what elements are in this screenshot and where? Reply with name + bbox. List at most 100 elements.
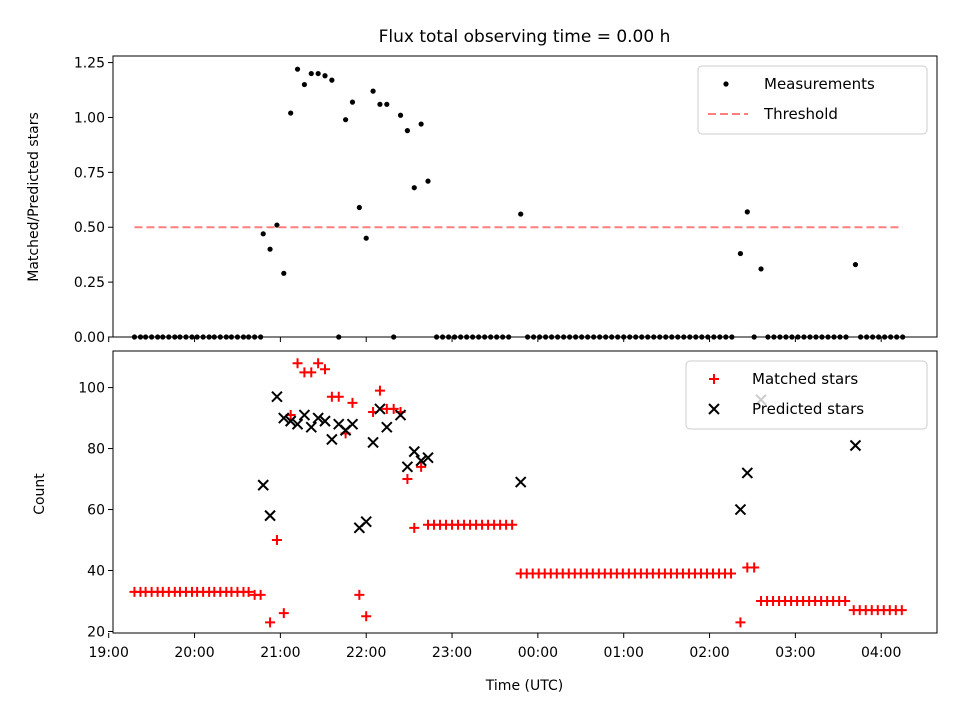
legend-label: Threshold bbox=[763, 105, 838, 123]
x-tick-label: 23:00 bbox=[432, 645, 472, 661]
y-tick-label: 1.00 bbox=[74, 110, 105, 126]
matched-star-point bbox=[255, 589, 266, 600]
measurement-point bbox=[260, 231, 266, 237]
matched-star-point bbox=[361, 611, 372, 622]
measurement-point bbox=[301, 81, 308, 88]
measurement-point bbox=[404, 128, 411, 134]
predicted-star-point bbox=[346, 418, 359, 430]
predicted-star-point bbox=[422, 451, 434, 464]
predicted-star-point bbox=[415, 455, 427, 467]
measurement-point bbox=[370, 88, 376, 94]
measurement-point bbox=[518, 211, 524, 217]
measurement-point bbox=[349, 99, 356, 105]
measurement-point bbox=[288, 110, 294, 116]
predicted-star-point bbox=[741, 467, 754, 479]
top-panel: 0.00 0.25 0.50 0.75 1.00 1.25 Measurements Thre… bbox=[74, 55, 938, 346]
matched-star-point bbox=[374, 385, 385, 396]
measurement-point bbox=[377, 101, 383, 107]
measurement-point bbox=[274, 222, 280, 228]
matched-star-point bbox=[416, 461, 427, 472]
chart-title: Flux total observing time = 0.00 h bbox=[379, 27, 671, 47]
y-tick-label: 80 bbox=[87, 442, 105, 458]
measurement-point bbox=[281, 270, 287, 276]
legend: Matched stars Predicted stars bbox=[685, 360, 928, 430]
bottom-y-axis-label: Count bbox=[32, 473, 48, 515]
matched-star-point bbox=[402, 474, 413, 485]
matched-star-point bbox=[265, 617, 276, 628]
axes-frame bbox=[112, 55, 938, 338]
predicted-star-point bbox=[326, 433, 338, 446]
matched-star-point bbox=[313, 358, 324, 369]
series-matched-stars bbox=[129, 358, 907, 628]
matched-star-point bbox=[320, 364, 331, 375]
measurement-point bbox=[744, 209, 750, 215]
predicted-star-point bbox=[298, 409, 311, 421]
predicted-star-point bbox=[381, 421, 393, 433]
matched-star-point bbox=[507, 519, 518, 530]
y-tick-label: 100 bbox=[78, 381, 105, 397]
matched-star-point bbox=[278, 608, 289, 619]
predicted-star-point bbox=[408, 445, 420, 458]
matched-star-point bbox=[735, 617, 746, 628]
x-tick-label: 04:00 bbox=[861, 645, 901, 661]
x-tick-label: 20:00 bbox=[174, 645, 214, 661]
measurement-point bbox=[329, 77, 335, 83]
y-tick-label: 20 bbox=[87, 624, 105, 640]
series-predicted-stars bbox=[257, 391, 862, 534]
matched-star-point bbox=[271, 535, 282, 546]
predicted-star-point bbox=[367, 436, 379, 449]
legend-marker-x bbox=[708, 403, 720, 415]
y-tick-label: 60 bbox=[87, 503, 105, 519]
legend-label: Matched stars bbox=[752, 370, 858, 388]
predicted-star-point bbox=[271, 391, 283, 403]
x-tick-label: 02:00 bbox=[689, 645, 729, 661]
matched-star-point bbox=[333, 391, 344, 402]
predicted-star-point bbox=[319, 415, 331, 427]
predicted-star-point bbox=[312, 412, 324, 424]
matched-star-point bbox=[840, 595, 851, 606]
legend: Measurements Threshold bbox=[697, 65, 928, 135]
measurement-point bbox=[411, 185, 417, 191]
top-y-axis-label: Matched/Predicted stars bbox=[26, 112, 42, 282]
measurement-point bbox=[343, 117, 349, 123]
matched-star-point bbox=[354, 589, 365, 600]
matched-star-point bbox=[409, 522, 420, 533]
x-tick-label: 21:00 bbox=[260, 645, 300, 661]
predicted-star-point bbox=[401, 461, 414, 473]
y-tick-label: 40 bbox=[87, 564, 105, 580]
x-tick-label: 01:00 bbox=[604, 645, 644, 661]
measurement-point bbox=[322, 73, 328, 79]
measurement-point bbox=[852, 261, 859, 268]
measurement-point bbox=[308, 70, 314, 77]
measurement-point bbox=[363, 235, 369, 241]
measurement-point bbox=[294, 66, 301, 72]
measurement-point bbox=[758, 266, 764, 272]
matched-star-point bbox=[292, 358, 303, 369]
predicted-star-point bbox=[264, 509, 276, 522]
matched-star-point bbox=[243, 586, 254, 597]
measurement-point bbox=[267, 246, 273, 252]
predicted-star-point bbox=[394, 409, 407, 421]
legend-label: Predicted stars bbox=[752, 400, 864, 418]
x-tick-label: 19:00 bbox=[89, 645, 129, 661]
matched-star-point bbox=[347, 397, 358, 408]
predicted-star-point bbox=[360, 516, 372, 528]
measurement-point bbox=[397, 112, 404, 118]
matched-star-point bbox=[388, 403, 399, 414]
matched-star-point bbox=[749, 562, 760, 573]
bottom-panel: 20 40 60 80 100 19:00 20:00 21:00 22:00 23:00 00:0… bbox=[78, 350, 938, 661]
legend-box bbox=[697, 65, 928, 135]
measurement-point bbox=[737, 250, 744, 257]
predicted-star-point bbox=[374, 403, 386, 415]
x-tick-label: 03:00 bbox=[775, 645, 815, 661]
predicted-star-point bbox=[849, 439, 862, 452]
x-axis-label: Time (UTC) bbox=[485, 678, 563, 694]
y-tick-label: 0.75 bbox=[74, 165, 105, 181]
predicted-star-point bbox=[734, 503, 747, 516]
y-tick-label: 1.25 bbox=[74, 56, 105, 72]
y-tick-label: 0.00 bbox=[74, 330, 105, 346]
predicted-star-point bbox=[284, 415, 297, 427]
predicted-star-point bbox=[515, 476, 527, 488]
measurement-point bbox=[418, 121, 424, 127]
